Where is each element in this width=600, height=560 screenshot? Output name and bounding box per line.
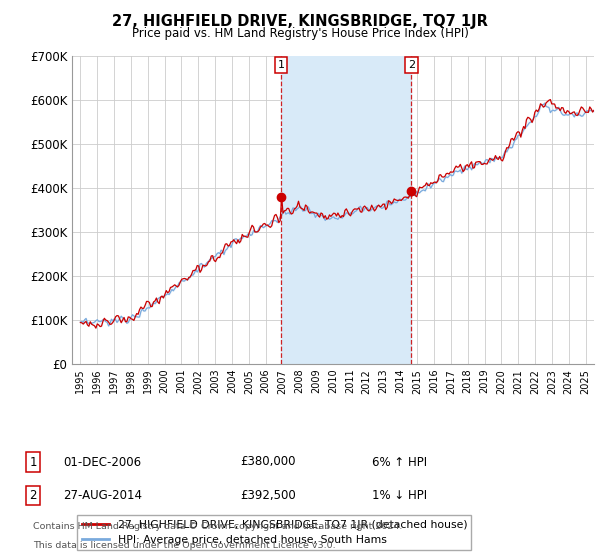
Legend: 27, HIGHFIELD DRIVE, KINGSBRIDGE, TQ7 1JR (detached house), HPI: Average price, : 27, HIGHFIELD DRIVE, KINGSBRIDGE, TQ7 1J… xyxy=(77,515,472,549)
Text: This data is licensed under the Open Government Licence v3.0.: This data is licensed under the Open Gov… xyxy=(33,541,335,550)
Bar xyxy=(281,56,411,364)
Text: 1: 1 xyxy=(278,60,284,70)
Text: 6% ↑ HPI: 6% ↑ HPI xyxy=(372,455,427,469)
Text: 1: 1 xyxy=(29,455,37,469)
Text: 01-DEC-2006: 01-DEC-2006 xyxy=(63,455,141,469)
Text: £392,500: £392,500 xyxy=(240,489,296,502)
Text: 2: 2 xyxy=(29,489,37,502)
Text: Price paid vs. HM Land Registry's House Price Index (HPI): Price paid vs. HM Land Registry's House … xyxy=(131,27,469,40)
Text: £380,000: £380,000 xyxy=(240,455,296,469)
Text: 1% ↓ HPI: 1% ↓ HPI xyxy=(372,489,427,502)
Text: Contains HM Land Registry data © Crown copyright and database right 2024.: Contains HM Land Registry data © Crown c… xyxy=(33,522,403,531)
Text: 27-AUG-2014: 27-AUG-2014 xyxy=(63,489,142,502)
Text: 2: 2 xyxy=(408,60,415,70)
Text: 27, HIGHFIELD DRIVE, KINGSBRIDGE, TQ7 1JR: 27, HIGHFIELD DRIVE, KINGSBRIDGE, TQ7 1J… xyxy=(112,14,488,29)
